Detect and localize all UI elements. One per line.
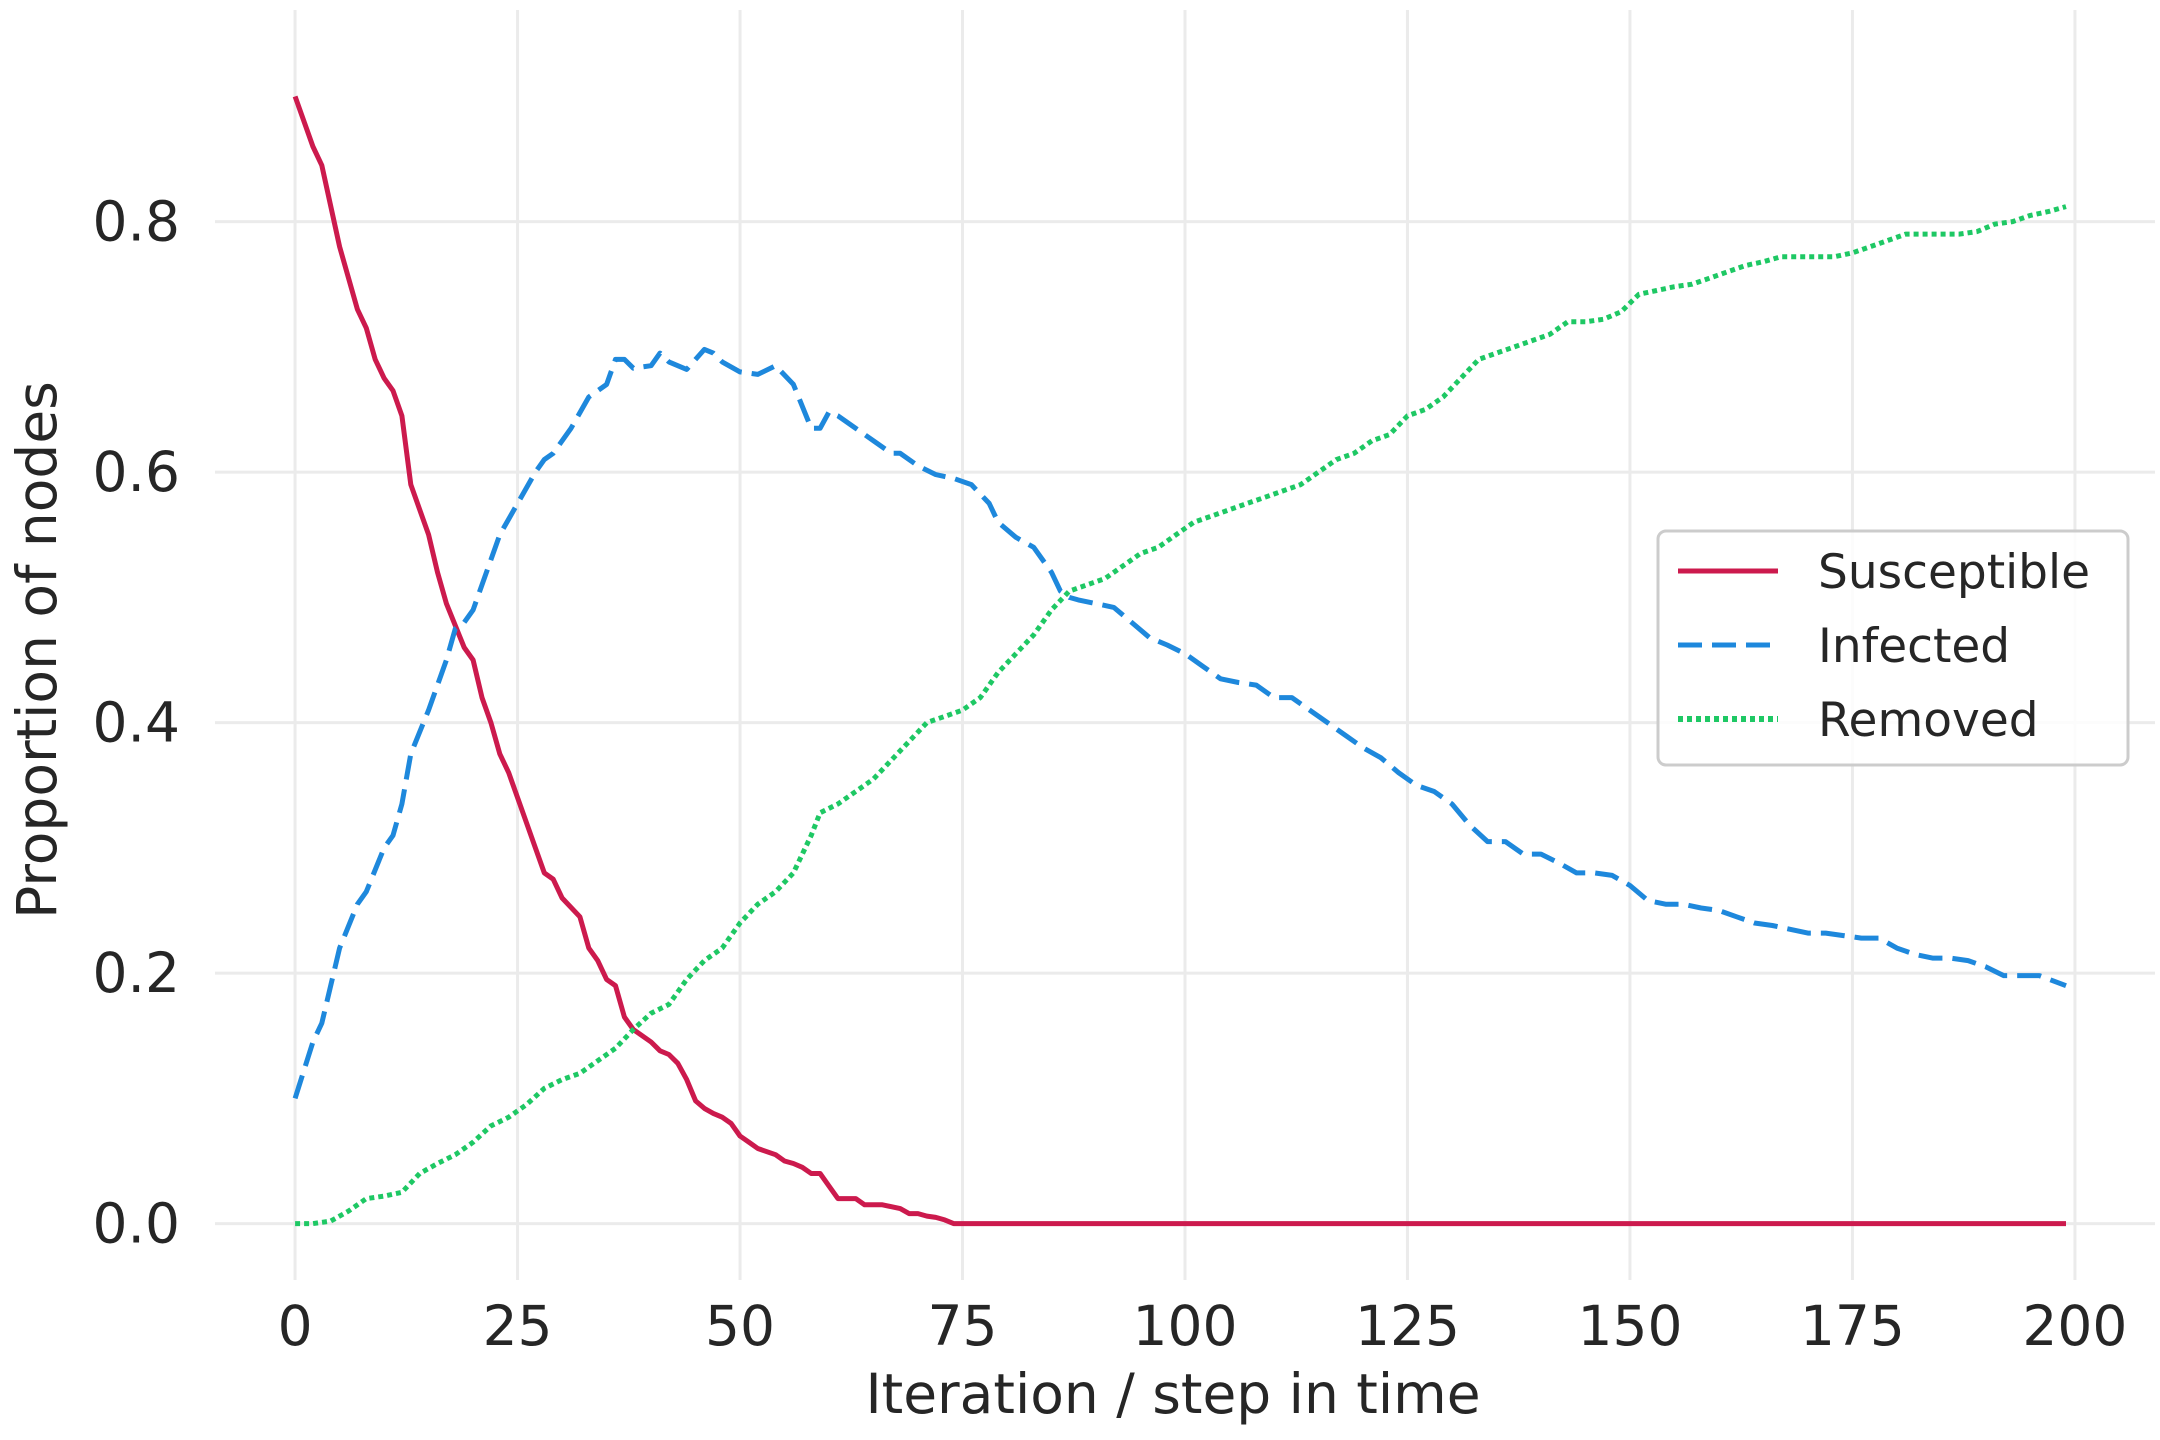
x-tick-label: 175	[1800, 1294, 1905, 1358]
legend-label-removed: Removed	[1818, 693, 2039, 748]
y-tick-label: 0.2	[93, 941, 180, 1005]
x-tick-label: 150	[1577, 1294, 1682, 1358]
y-tick-label: 0.0	[93, 1192, 180, 1256]
y-axis-label: Proportion of nodes	[5, 381, 69, 919]
x-tick-label: 25	[483, 1294, 553, 1358]
x-tick-label: 125	[1355, 1294, 1460, 1358]
y-tick-label: 0.4	[93, 691, 180, 755]
y-tick-label: 0.6	[93, 440, 180, 504]
legend-label-susceptible: Susceptible	[1818, 545, 2090, 600]
series-line-susceptible	[292, 95, 2066, 1227]
series-line-infected	[292, 346, 2067, 1100]
tick-labels: 0 25 50 75 100 125 150 175 200 0.0 0.2 0.4 0.6 0.8	[93, 190, 2128, 1358]
x-tick-label: 75	[928, 1294, 998, 1358]
series-lines	[292, 95, 2067, 1227]
legend: Susceptible Infected Removed	[1656, 529, 2130, 767]
x-tick-label: 100	[1133, 1294, 1238, 1358]
x-tick-label: 0	[278, 1294, 313, 1358]
x-tick-label: 50	[705, 1294, 775, 1358]
series-line-removed	[295, 204, 2067, 1227]
legend-box	[1656, 529, 2130, 767]
x-axis-label: Iteration / step in time	[865, 1362, 1480, 1426]
legend-label-infected: Infected	[1818, 619, 2010, 674]
grid-lines	[215, 10, 2155, 1280]
x-tick-label: 200	[2022, 1294, 2127, 1358]
y-tick-label: 0.8	[93, 190, 180, 254]
